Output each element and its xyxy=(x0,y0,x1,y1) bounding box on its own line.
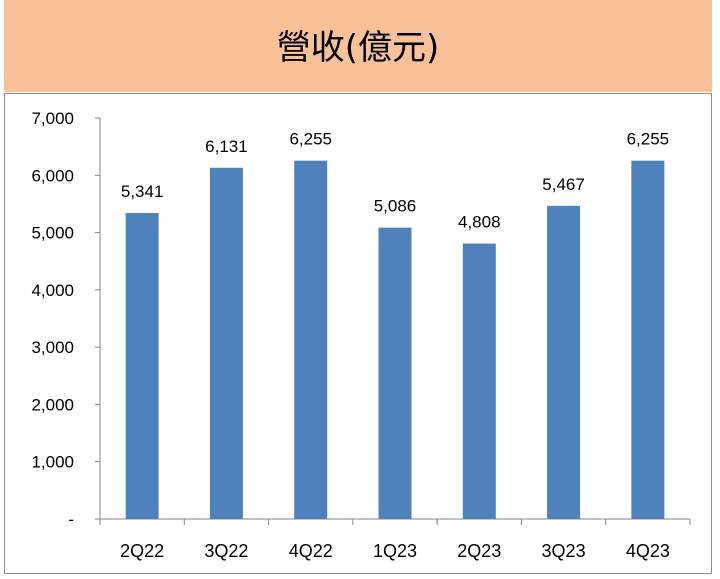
bar-4Q22 xyxy=(294,160,328,519)
y-tick-label: 7,000 xyxy=(31,109,74,128)
y-tick-label: - xyxy=(68,510,74,529)
x-tick-label: 3Q22 xyxy=(204,541,248,561)
data-label: 5,086 xyxy=(374,197,417,216)
data-label: 4,808 xyxy=(458,213,501,232)
y-tick-label: 2,000 xyxy=(31,395,74,414)
chart-frame xyxy=(4,93,712,574)
x-tick-label: 1Q23 xyxy=(373,541,417,561)
y-tick-label: 4,000 xyxy=(31,281,74,300)
bar-3Q23 xyxy=(547,205,581,519)
x-tick-label: 3Q23 xyxy=(542,541,586,561)
y-tick-label: 5,000 xyxy=(31,224,74,243)
chart-title-banner: 營收(億元) xyxy=(4,0,712,92)
bar-3Q22 xyxy=(209,167,243,519)
data-label: 6,255 xyxy=(289,130,332,149)
bar-2Q23 xyxy=(462,243,496,519)
bar-4Q23 xyxy=(631,160,665,519)
x-tick-label: 2Q22 xyxy=(120,541,164,561)
x-tick-label: 4Q23 xyxy=(626,541,670,561)
bar-2Q22 xyxy=(125,213,159,520)
y-tick-label: 1,000 xyxy=(31,453,74,472)
x-tick-label: 4Q22 xyxy=(289,541,333,561)
data-label: 5,341 xyxy=(121,182,164,201)
y-tick-label: 3,000 xyxy=(31,338,74,357)
chart-title: 營收(億元) xyxy=(276,27,440,68)
y-tick-label: 6,000 xyxy=(31,166,74,185)
bar-1Q23 xyxy=(378,227,412,520)
data-label: 6,255 xyxy=(627,130,670,149)
x-tick-label: 2Q23 xyxy=(457,541,501,561)
data-label: 6,131 xyxy=(205,137,248,156)
data-label: 5,467 xyxy=(542,175,585,194)
